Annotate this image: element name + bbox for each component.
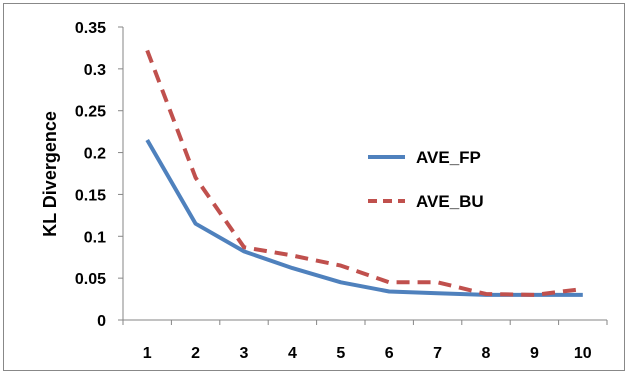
x-tick-label: 7 (433, 345, 442, 362)
x-tick-label: 4 (288, 345, 297, 362)
y-axis-label: KL Divergence (40, 111, 60, 237)
y-tick-label: 0.3 (84, 62, 106, 79)
series-layer (145, 49, 584, 297)
x-tick-label: 6 (385, 345, 394, 362)
y-tick-label: 0.15 (75, 187, 106, 204)
y-tick-label: 0.1 (84, 229, 106, 246)
y-tick-label: 0 (97, 313, 106, 330)
x-axis-ticks: 1 2 3 4 5 6 7 8 9 10 (122, 320, 608, 362)
y-axis-ticks: 0 0.05 0.1 0.15 0.2 0.25 0.3 0.35 (75, 20, 123, 330)
x-tick-label: 1 (143, 345, 152, 362)
legend: AVE_FP AVE_BU (368, 148, 484, 211)
x-tick-label: 8 (482, 345, 491, 362)
y-tick-label: 0.25 (75, 104, 106, 121)
legend-label-ave-fp: AVE_FP (416, 148, 481, 167)
x-tick-label: 2 (191, 345, 200, 362)
y-tick-label: 0.2 (84, 146, 106, 163)
x-tick-label: 9 (530, 345, 539, 362)
y-tick-label: 0.35 (75, 20, 106, 37)
chart-frame (3, 3, 625, 371)
y-tick-label: 0.05 (75, 271, 106, 288)
x-tick-label: 5 (336, 345, 345, 362)
x-tick-label: 3 (240, 345, 249, 362)
series-line-ave-bu (145, 49, 584, 297)
legend-label-ave-bu: AVE_BU (416, 192, 484, 211)
x-tick-label: 10 (574, 345, 592, 362)
